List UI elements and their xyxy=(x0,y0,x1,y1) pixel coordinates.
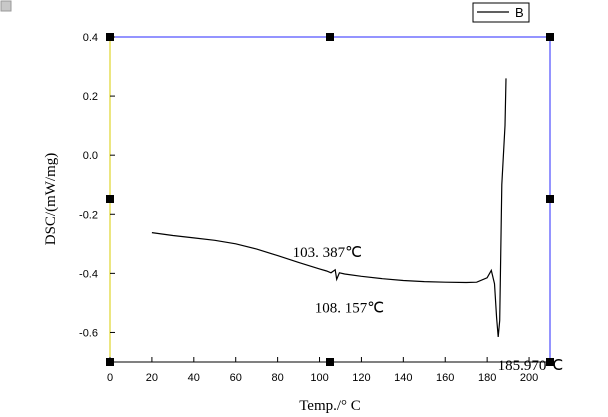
x-tick-label: 60 xyxy=(230,372,242,384)
legend-label-b: B xyxy=(515,5,524,20)
x-tick-label: 0 xyxy=(107,372,113,384)
x-tick-label: 180 xyxy=(478,372,496,384)
peak-annotations: 103. 387℃ 108. 157℃ 185.970℃ xyxy=(293,245,564,374)
x-axis-ticks: 0 20 40 60 80 100 120 140 160 180 200 xyxy=(107,357,538,384)
handle-top-mid[interactable] xyxy=(326,33,334,41)
y-tick-label: 0.2 xyxy=(83,91,98,103)
y-axis-ticks: 0.4 0.2 0.0 -0.2 -0.4 -0.6 xyxy=(79,32,115,339)
handle-mid-left[interactable] xyxy=(106,195,114,203)
peak-annotation-label: 103. 387℃ xyxy=(293,245,362,261)
peak-annotation-label: 185.970℃ xyxy=(498,358,564,374)
handle-top-right[interactable] xyxy=(546,33,554,41)
x-axis-title: Temp./° C xyxy=(299,398,361,414)
peak-annotation-label: 108. 157℃ xyxy=(315,300,384,316)
x-tick-label: 80 xyxy=(271,372,283,384)
y-tick-label: 0.0 xyxy=(83,150,98,162)
x-tick-label: 200 xyxy=(520,372,538,384)
handle-bottom-right[interactable] xyxy=(546,358,554,366)
y-tick-label: -0.4 xyxy=(79,268,98,280)
x-tick-label: 40 xyxy=(188,372,200,384)
x-tick-label: 100 xyxy=(310,372,328,384)
legend: B xyxy=(472,2,530,23)
x-tick-label: 140 xyxy=(394,372,412,384)
x-tick-label: 20 xyxy=(146,372,158,384)
x-tick-label: 160 xyxy=(436,372,454,384)
y-tick-label: -0.2 xyxy=(79,209,98,221)
y-tick-label: 0.4 xyxy=(83,32,98,44)
x-tick-label: 120 xyxy=(352,372,370,384)
corner-square-icon xyxy=(0,0,12,12)
handle-mid-right[interactable] xyxy=(546,195,554,203)
handle-bottom-mid[interactable] xyxy=(326,358,334,366)
y-tick-label: -0.6 xyxy=(79,327,98,339)
y-axis-title: DSC/(mW/mg) xyxy=(43,153,59,246)
series-line-b xyxy=(151,78,507,337)
